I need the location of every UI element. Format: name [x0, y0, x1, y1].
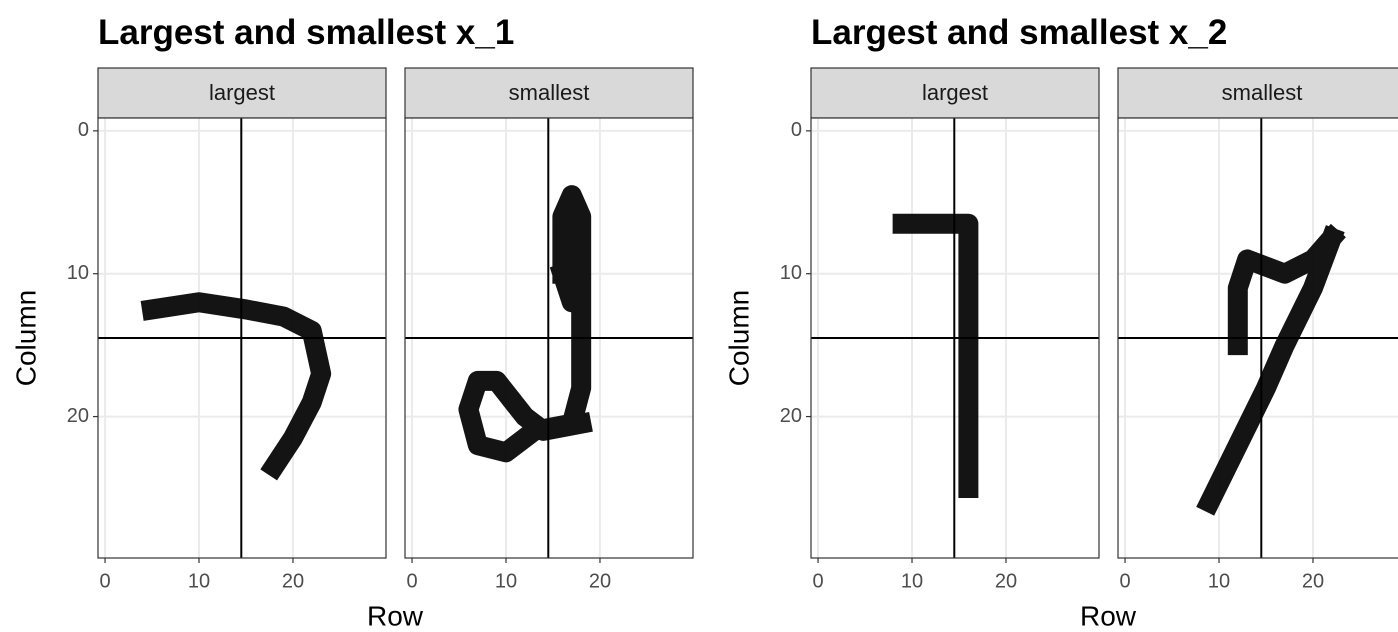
y-axis-title: Column	[723, 290, 754, 386]
x-tick-label: 10	[495, 570, 517, 592]
strip-label: largest	[922, 80, 988, 105]
chart: Largest and smallest x_1 Column Row largest…	[0, 0, 1398, 632]
x-tick-label: 0	[99, 570, 110, 592]
x-tick-label: 0	[812, 570, 823, 592]
x-tick-label: 0	[1119, 570, 1130, 592]
y-tick-label: 20	[780, 405, 802, 427]
chart-title: Largest and smallest x_2	[811, 13, 1227, 52]
x-tick-label: 20	[995, 570, 1017, 592]
y-tick-label: 10	[780, 262, 802, 284]
y-tick-label: 10	[67, 262, 89, 284]
x-axis-title: Row	[1080, 600, 1137, 631]
y-tick-label: 0	[78, 119, 89, 141]
x-tick-label: 20	[282, 570, 304, 592]
x-tick-label: 20	[1302, 570, 1324, 592]
strip-label: smallest	[1222, 80, 1303, 105]
x-tick-label: 10	[1208, 570, 1230, 592]
strip-label: smallest	[509, 80, 590, 105]
y-tick-label: 20	[67, 405, 89, 427]
x-axis-title: Row	[367, 600, 424, 631]
x-tick-label: 10	[901, 570, 923, 592]
x-tick-label: 0	[406, 570, 417, 592]
strip-label: largest	[209, 80, 275, 105]
y-axis-title: Column	[10, 290, 41, 386]
y-tick-label: 0	[791, 119, 802, 141]
chart-title: Largest and smallest x_1	[98, 13, 514, 52]
x-tick-label: 20	[589, 570, 611, 592]
x-tick-label: 10	[188, 570, 210, 592]
